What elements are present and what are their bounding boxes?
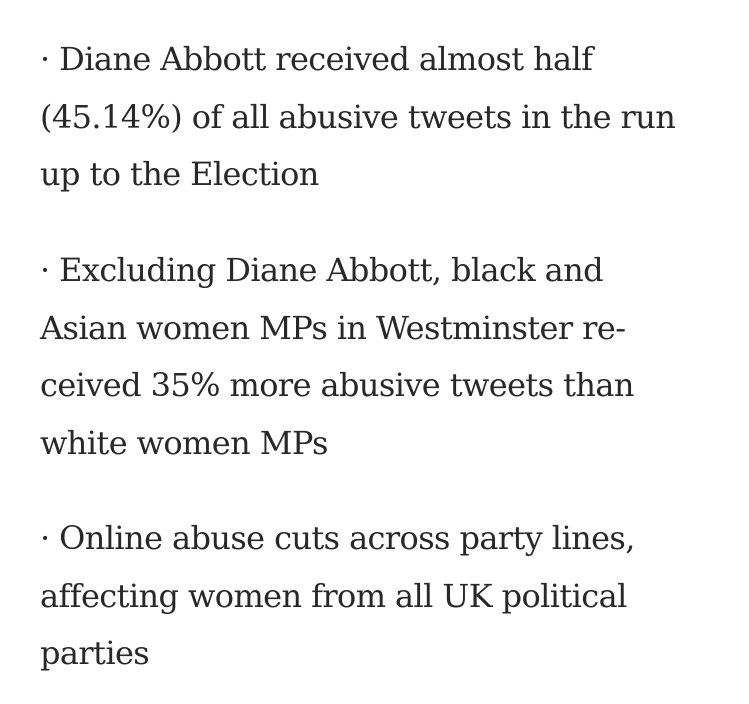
bullet-line: · Excluding Diane Abbott, black and <box>40 251 604 289</box>
bullet-point-black-asian-women-mps: · Excluding Diane Abbott, black and Asia… <box>40 242 730 472</box>
bullet-line: (45.14%) of all abusive tweets in the ru… <box>40 97 676 136</box>
bullet-line: white women MPs <box>40 423 328 462</box>
bullet-point-party-lines: · Online abuse cuts across party lines, … <box>40 510 730 683</box>
bullet-point-diane-abbott: · Diane Abbott received almost half (45.… <box>40 31 730 204</box>
bullet-line: Asian women MPs in Westminster re- <box>40 308 626 347</box>
bullet-line: · Diane Abbott received almost half <box>40 40 593 78</box>
bullet-line: parties <box>40 634 150 672</box>
bullet-line: affecting women from all UK political <box>40 576 627 615</box>
bullet-line: ceived 35% more abusive tweets than <box>40 366 634 404</box>
bullet-line: up to the Election <box>40 155 319 193</box>
bullet-line: · Online abuse cuts across party lines, <box>40 519 635 557</box>
